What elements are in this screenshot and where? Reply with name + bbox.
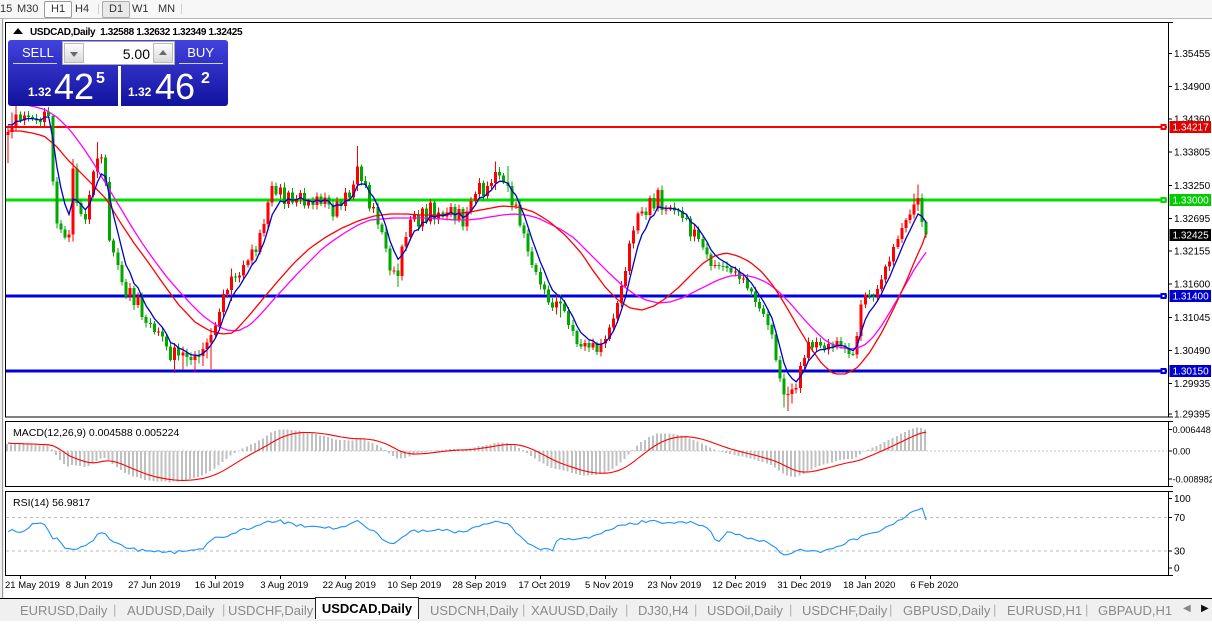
svg-text:1.29395: 1.29395 bbox=[1174, 410, 1211, 421]
svg-text:1.31045: 1.31045 bbox=[1174, 313, 1211, 324]
svg-text:1.31600: 1.31600 bbox=[1174, 280, 1211, 291]
svg-text:16 Jul 2019: 16 Jul 2019 bbox=[195, 580, 244, 591]
svg-text:0.006448: 0.006448 bbox=[1173, 425, 1211, 435]
svg-text:10 Sep 2019: 10 Sep 2019 bbox=[387, 580, 441, 591]
svg-text:1.30150: 1.30150 bbox=[1173, 367, 1210, 378]
svg-text:31 Dec 2019: 31 Dec 2019 bbox=[777, 580, 831, 591]
svg-text:1.33000: 1.33000 bbox=[1173, 196, 1210, 207]
svg-text:27 Jun 2019: 27 Jun 2019 bbox=[128, 580, 180, 591]
svg-text:3 Aug 2019: 3 Aug 2019 bbox=[260, 580, 308, 591]
svg-text:0: 0 bbox=[1174, 564, 1180, 575]
svg-text:70: 70 bbox=[1174, 513, 1186, 524]
svg-text:1.35455: 1.35455 bbox=[1174, 49, 1211, 60]
svg-text:23 Nov 2019: 23 Nov 2019 bbox=[647, 580, 701, 591]
svg-text:1.34217: 1.34217 bbox=[1173, 123, 1210, 134]
svg-text:RSI(14) 56.9817: RSI(14) 56.9817 bbox=[13, 497, 90, 509]
svg-text:1.32695: 1.32695 bbox=[1174, 214, 1211, 225]
svg-text:1.29935: 1.29935 bbox=[1174, 379, 1211, 390]
svg-text:12 Dec 2019: 12 Dec 2019 bbox=[712, 580, 766, 591]
svg-text:-0.008982: -0.008982 bbox=[1173, 475, 1212, 485]
svg-text:0.00: 0.00 bbox=[1173, 446, 1191, 456]
svg-text:MACD(12,26,9) 0.004588 0.00522: MACD(12,26,9) 0.004588 0.005224 bbox=[13, 427, 180, 439]
svg-text:17 Oct 2019: 17 Oct 2019 bbox=[518, 580, 570, 591]
svg-text:1.32425: 1.32425 bbox=[1173, 230, 1210, 241]
svg-text:8 Jun 2019: 8 Jun 2019 bbox=[66, 580, 113, 591]
svg-text:1.34900: 1.34900 bbox=[1174, 82, 1211, 93]
svg-text:100: 100 bbox=[1174, 494, 1191, 505]
svg-text:18 Jan 2020: 18 Jan 2020 bbox=[843, 580, 895, 591]
svg-text:28 Sep 2019: 28 Sep 2019 bbox=[452, 580, 506, 591]
svg-text:21 May 2019: 21 May 2019 bbox=[5, 580, 60, 591]
svg-text:6 Feb 2020: 6 Feb 2020 bbox=[910, 580, 958, 591]
svg-text:30: 30 bbox=[1174, 547, 1186, 558]
svg-text:1.32155: 1.32155 bbox=[1174, 246, 1211, 257]
svg-text:5 Nov 2019: 5 Nov 2019 bbox=[585, 580, 634, 591]
svg-text:1.30490: 1.30490 bbox=[1174, 346, 1211, 357]
svg-text:1.33805: 1.33805 bbox=[1174, 148, 1211, 159]
svg-text:22 Aug 2019: 22 Aug 2019 bbox=[323, 580, 376, 591]
svg-text:1.31400: 1.31400 bbox=[1173, 292, 1210, 303]
svg-text:1.33250: 1.33250 bbox=[1174, 181, 1211, 192]
